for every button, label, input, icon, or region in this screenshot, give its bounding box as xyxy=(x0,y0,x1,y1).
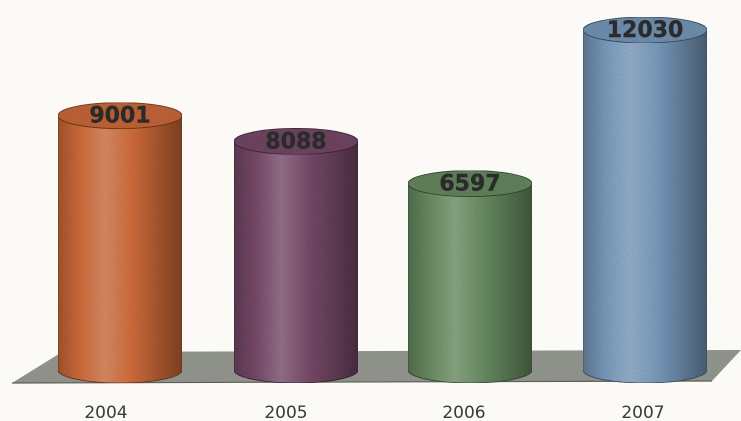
x-tick-label: 2007 xyxy=(621,403,664,421)
cylinder-bar-2004 xyxy=(57,102,183,384)
cylinder-bar-2005 xyxy=(233,128,359,384)
value-labels: 9001 8088 6597 12030 xyxy=(89,18,683,197)
value-label: 8088 xyxy=(265,129,326,154)
x-axis-tick-labels: 2004 2005 2006 2007 xyxy=(84,403,664,421)
x-tick-label: 2004 xyxy=(84,403,127,421)
cylinder-top xyxy=(407,170,533,197)
x-tick-label: 2005 xyxy=(264,403,307,421)
floor-plane xyxy=(12,350,741,383)
value-label: 9001 xyxy=(89,104,150,129)
value-label: 6597 xyxy=(439,172,500,197)
cylinder-top xyxy=(582,16,708,44)
x-tick-label: 2006 xyxy=(442,403,485,421)
cylinder-body xyxy=(57,115,183,384)
cylinder-top xyxy=(233,128,359,155)
cylinder-body xyxy=(582,29,708,384)
cylinder-bar-2007 xyxy=(582,16,708,384)
cylinder-body xyxy=(233,141,359,384)
value-label: 12030 xyxy=(607,18,684,43)
cylinder-top xyxy=(57,102,183,130)
cylinder-bar-2006 xyxy=(407,170,533,384)
cylinder-body xyxy=(407,183,533,384)
bar-series xyxy=(57,16,708,384)
